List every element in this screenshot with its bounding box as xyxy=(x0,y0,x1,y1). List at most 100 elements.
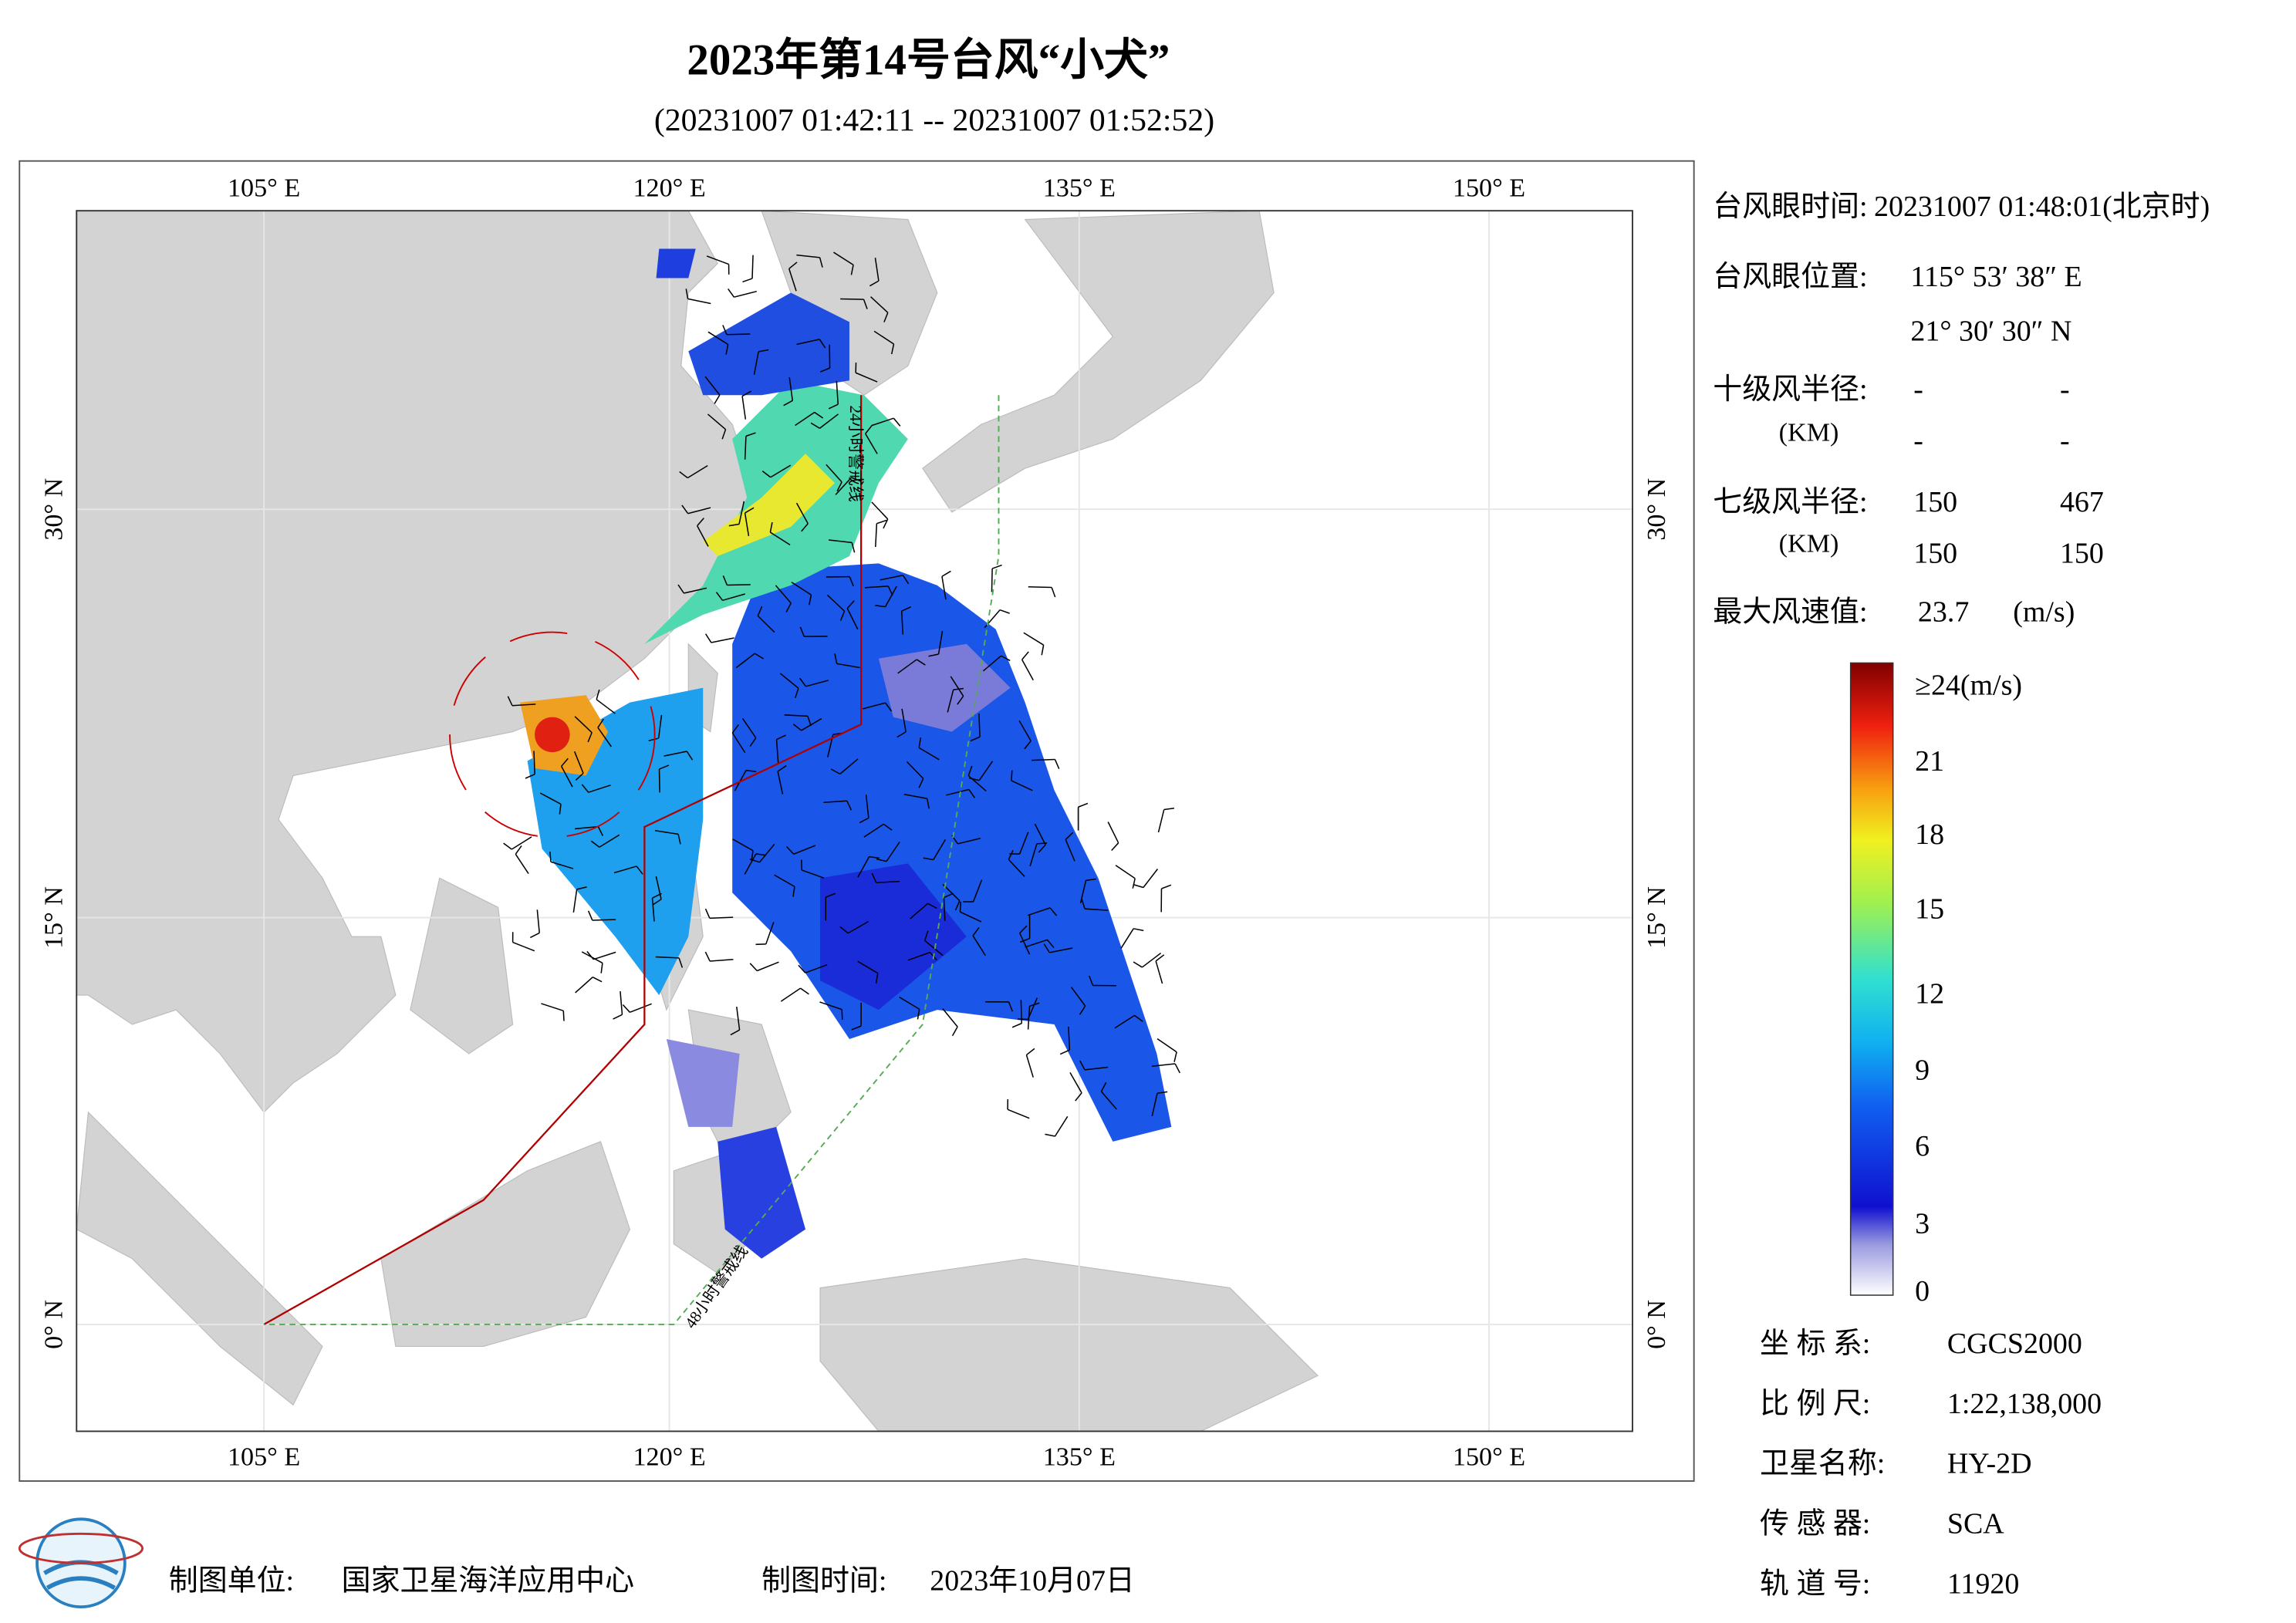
wind-barb xyxy=(1100,1091,1117,1110)
wind-barb xyxy=(957,838,981,845)
axis-labels: 105° E 105° E 120° E 120° E 135° E 135° E 150°… xyxy=(40,174,1671,1471)
wind-barb xyxy=(654,830,679,835)
wind-barb xyxy=(597,727,613,747)
title: 2023年第14号台风“小犬” xyxy=(687,36,1170,85)
wind-barb xyxy=(722,325,728,336)
wind-barb xyxy=(991,569,993,592)
wind-barb xyxy=(792,886,795,897)
colorbar-labels: ≥24(m/s) 21 18 15 12 9 6 3 0 xyxy=(1915,669,2022,1307)
wind-barb xyxy=(884,585,897,607)
wind-barb xyxy=(722,575,728,585)
wind-barb xyxy=(896,731,907,738)
map: 24小时警戒线 48小时警戒线 xyxy=(76,211,1633,1432)
wind-barb xyxy=(1018,720,1032,741)
wind-barb xyxy=(947,689,954,713)
logo xyxy=(18,1517,144,1609)
wind-barb xyxy=(679,471,688,479)
wind-barb xyxy=(918,778,924,788)
wind-barb xyxy=(572,889,578,913)
wind-barb xyxy=(592,919,616,921)
wind-barb xyxy=(742,278,753,283)
wind-barb xyxy=(865,433,878,454)
colorbar-label: 6 xyxy=(1915,1130,1930,1162)
wind-barb xyxy=(722,593,745,602)
meta-value: CGCS2000 xyxy=(1947,1328,2082,1360)
wind-barb xyxy=(1054,1115,1069,1137)
wind-barb xyxy=(1018,832,1029,855)
wind-barb xyxy=(1032,758,1055,761)
wind-barb xyxy=(928,653,939,657)
lon-label: 135° E xyxy=(1043,174,1116,202)
wind-barb xyxy=(749,737,757,747)
wind-barb xyxy=(1069,1072,1082,1094)
value: 150 xyxy=(2060,538,2104,570)
wind-barb xyxy=(730,1029,740,1036)
wind-barb xyxy=(620,990,623,1015)
lon-label: 105° E xyxy=(228,1442,300,1471)
wind-barb xyxy=(721,429,727,440)
wind-barb xyxy=(588,785,611,793)
wind-barb xyxy=(687,464,708,479)
wind-barb xyxy=(883,518,889,529)
wind-barb xyxy=(833,251,854,266)
wind-barb xyxy=(1079,1060,1086,1071)
wind-barb xyxy=(550,861,574,869)
wind-barb xyxy=(836,663,860,669)
wind-barb xyxy=(819,257,823,268)
wind-barb xyxy=(705,633,712,643)
wind-barb xyxy=(657,714,663,739)
wind-barb xyxy=(776,734,786,741)
wind-barb xyxy=(575,977,593,994)
wind-barb xyxy=(819,367,830,373)
wind-barb xyxy=(736,1007,741,1031)
wind-barb xyxy=(652,892,662,899)
wind-barb xyxy=(870,296,889,313)
wind-barb xyxy=(1065,839,1075,862)
value: - xyxy=(2060,373,2070,406)
wind-barb xyxy=(799,677,807,687)
wind-barb xyxy=(1174,1063,1180,1074)
wind-barb xyxy=(1029,1002,1040,1007)
unit: (KM) xyxy=(1779,529,1839,558)
wind-barb xyxy=(801,869,825,879)
wind-barb xyxy=(1115,865,1136,879)
wind-barb xyxy=(777,771,784,795)
wind-barb xyxy=(1155,960,1163,984)
colorbar-label: 3 xyxy=(1915,1208,1930,1240)
wind-barb xyxy=(1075,1092,1082,1102)
wind-barb xyxy=(970,736,981,742)
value: 2023年10月07日 xyxy=(930,1564,1135,1597)
wind-barb xyxy=(677,834,681,845)
wind-barb xyxy=(704,908,711,919)
wind-barb xyxy=(575,772,584,781)
wind-barb xyxy=(1133,884,1144,889)
wind-barb xyxy=(592,977,603,983)
wind-barb xyxy=(709,916,734,919)
wind-barb xyxy=(728,288,735,298)
wind-barb xyxy=(1051,587,1056,598)
wind-barb xyxy=(944,892,954,899)
wind-barb xyxy=(953,687,964,690)
wind-barb xyxy=(757,606,763,616)
wind-barb xyxy=(1078,802,1089,808)
wind-barb xyxy=(847,920,869,934)
wind-barb xyxy=(503,842,512,850)
wind-barb xyxy=(826,464,842,483)
wind-barb xyxy=(741,718,757,738)
wind-barb xyxy=(539,792,562,805)
wind-barb xyxy=(795,502,809,525)
wind-barb xyxy=(851,477,862,482)
value: - xyxy=(1913,373,1923,406)
wind-radius xyxy=(449,631,656,838)
wind-barb xyxy=(834,653,838,664)
meta-label: 轨 道 号: xyxy=(1760,1567,1870,1600)
wind-barb xyxy=(761,471,772,478)
wind-barb xyxy=(1141,952,1162,968)
meta-value: HY-2D xyxy=(1947,1448,2032,1480)
warning-line-24h xyxy=(263,395,863,1325)
wind-barb xyxy=(1008,1001,1014,1012)
wind-barb xyxy=(972,935,986,957)
wind-barb xyxy=(512,704,536,707)
wind-barb xyxy=(560,766,573,788)
wind-barb xyxy=(775,739,779,764)
